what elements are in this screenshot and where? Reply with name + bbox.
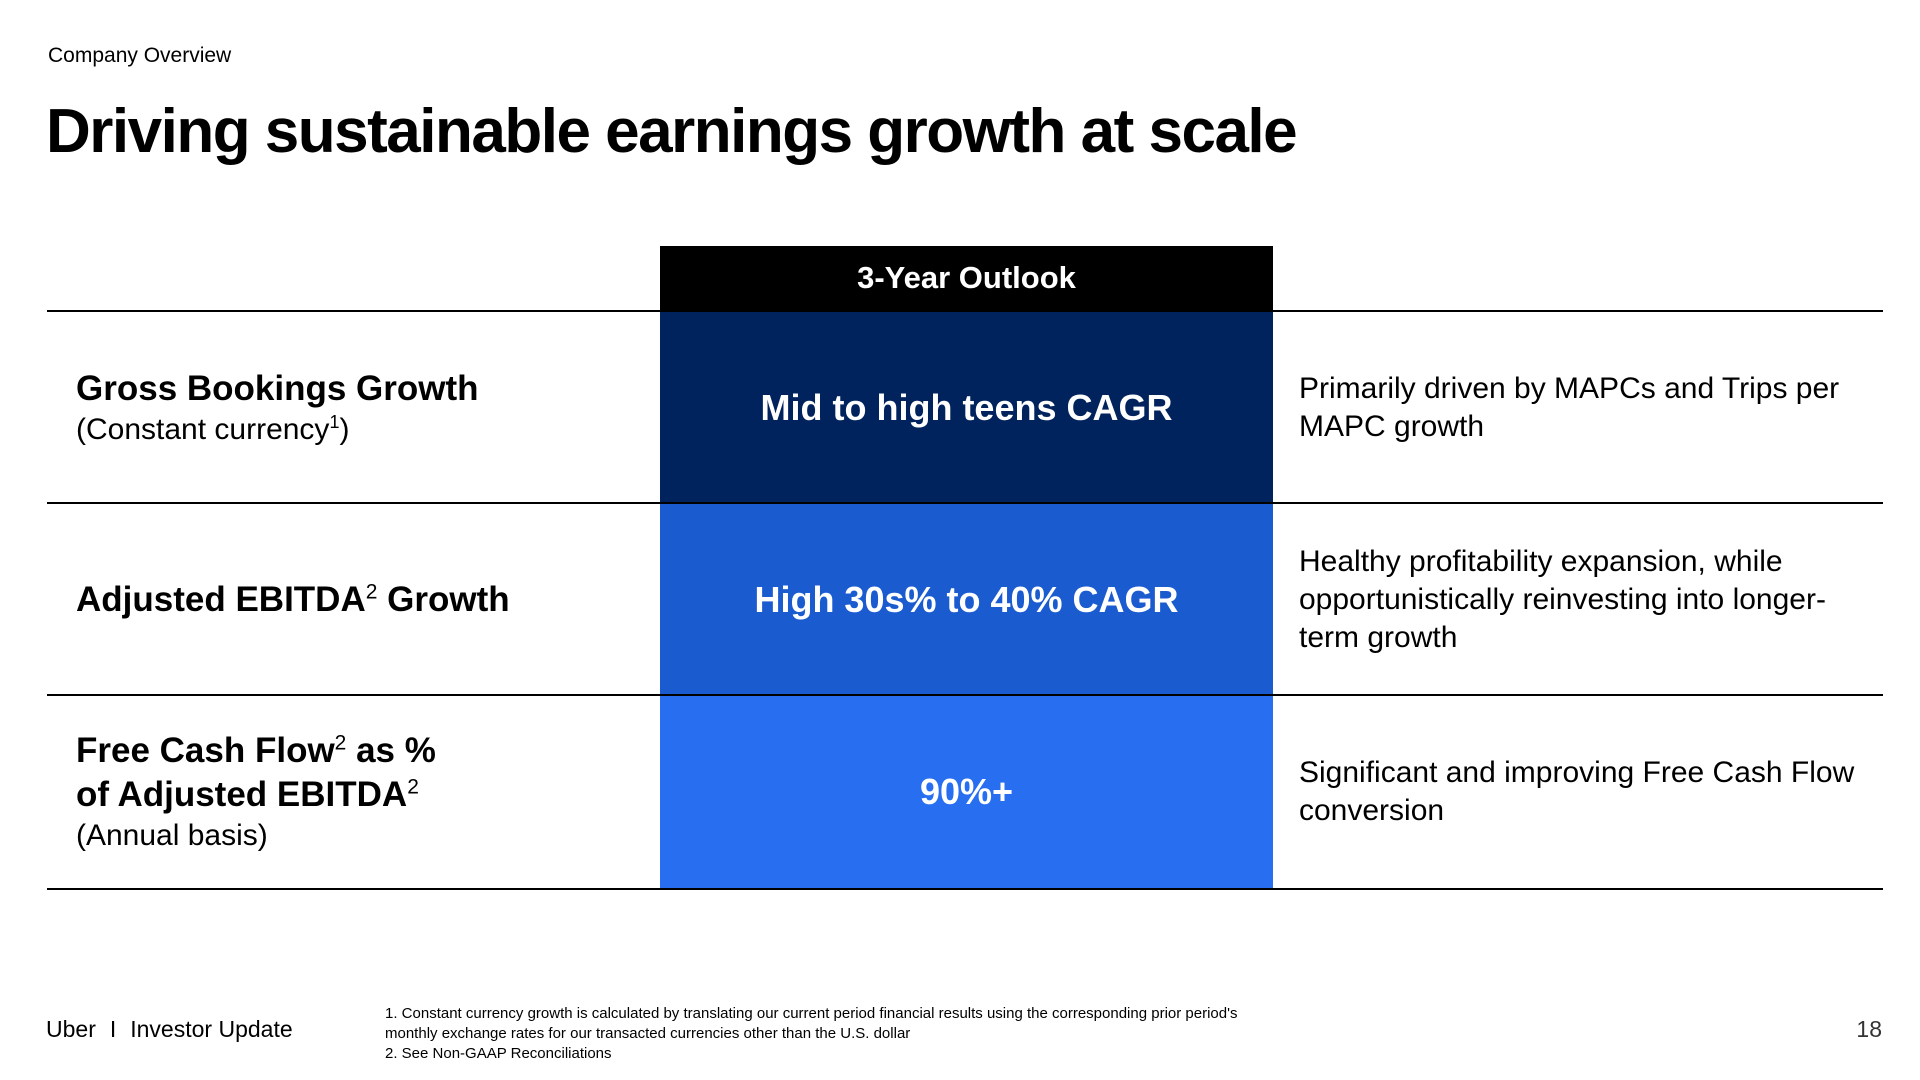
- metric-description: Primarily driven by MAPCs and Trips per …: [1299, 372, 1840, 443]
- brand-separator: I: [109, 1016, 117, 1042]
- metric-title: Adjusted EBITDA2 Growth: [76, 580, 510, 619]
- metric-title: Gross Bookings Growth: [76, 369, 479, 408]
- brand-name: Uber: [46, 1016, 96, 1042]
- footnote-2: 2. See Non-GAAP Reconciliations: [385, 1045, 612, 1062]
- footnote-ref: 2: [365, 580, 378, 604]
- footnote-1: 1. Constant currency growth is calculate…: [385, 1005, 1238, 1042]
- footer-label: Investor Update: [130, 1016, 293, 1042]
- metric-description: Significant and improving Free Cash Flow…: [1299, 756, 1855, 827]
- metric-subtitle: (Annual basis): [76, 819, 268, 852]
- metric-cell: Adjusted EBITDA2 Growth: [76, 504, 656, 696]
- page-title: Driving sustainable earnings growth at s…: [46, 97, 1298, 166]
- footnotes: 1. Constant currency growth is calculate…: [385, 1004, 1265, 1064]
- metric-description: Healthy profitability expansion, while o…: [1299, 545, 1826, 654]
- metric-cell: Free Cash Flow2 as % of Adjusted EBITDA2…: [76, 696, 656, 888]
- metric-title: Free Cash Flow2 as %: [76, 731, 436, 770]
- table-row-adjusted-ebitda: Adjusted EBITDA2 Growth High 30s% to 40%…: [47, 504, 1883, 696]
- divider: [47, 694, 1883, 696]
- table-row-gross-bookings: Gross Bookings Growth (Constant currency…: [47, 312, 1883, 504]
- outlook-value: 90%+: [660, 696, 1273, 888]
- metric-cell: Gross Bookings Growth (Constant currency…: [76, 312, 656, 504]
- divider: [47, 888, 1883, 890]
- metric-title-line2: of Adjusted EBITDA2: [76, 775, 419, 814]
- footer-brand: Uber I Investor Update: [46, 1016, 293, 1043]
- outlook-column-header: 3-Year Outlook: [660, 246, 1273, 310]
- footnote-ref: 2: [407, 775, 419, 799]
- footnote-ref: 1: [329, 412, 340, 432]
- footnote-ref: 2: [334, 731, 347, 755]
- section-label: Company Overview: [48, 44, 232, 67]
- divider: [47, 310, 1883, 312]
- outlook-value: High 30s% to 40% CAGR: [660, 504, 1273, 696]
- metric-subtitle: (Constant currency1): [76, 412, 350, 446]
- divider: [47, 502, 1883, 504]
- table-row-free-cash-flow: Free Cash Flow2 as % of Adjusted EBITDA2…: [47, 696, 1883, 888]
- page-number: 18: [1856, 1016, 1882, 1042]
- outlook-value: Mid to high teens CAGR: [660, 312, 1273, 504]
